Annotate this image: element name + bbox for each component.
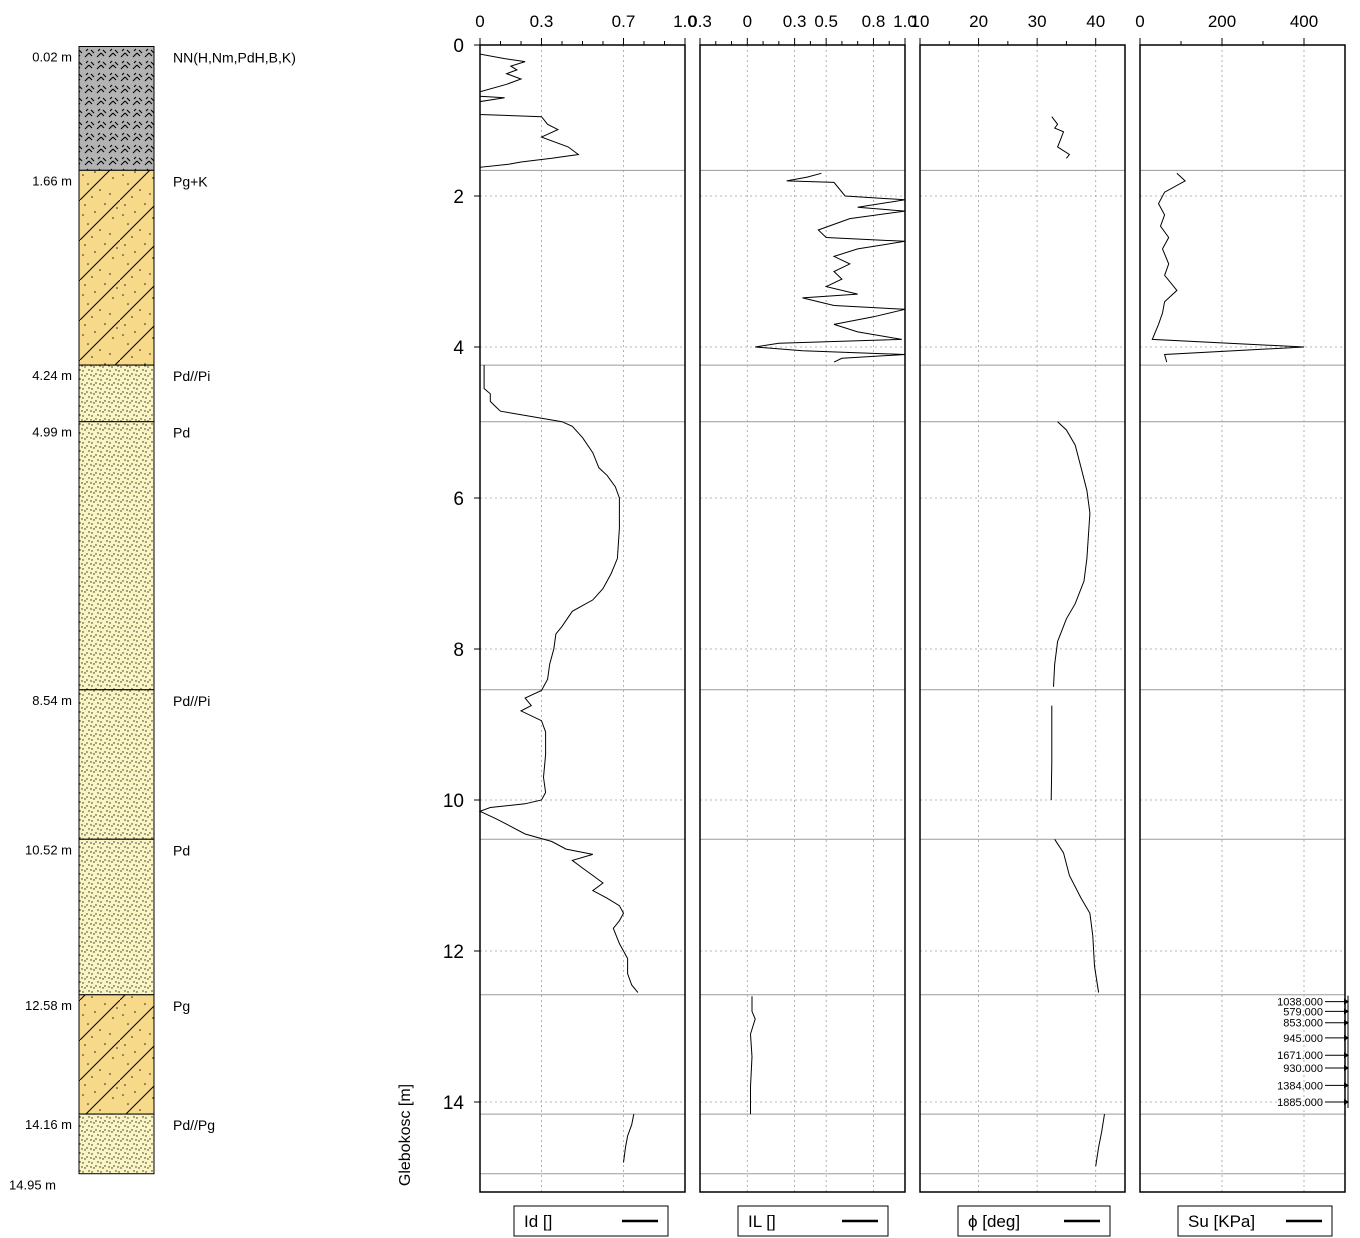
- x-tick-label: 400: [1290, 12, 1318, 31]
- offscale-arrowhead: [1344, 1034, 1349, 1041]
- offscale-arrowhead: [1344, 1082, 1349, 1089]
- x-tick-label: 0.3: [688, 12, 712, 31]
- panel-frame: [1139, 44, 1346, 1193]
- panel-frame: [699, 44, 906, 1193]
- layer-name: Pd: [173, 425, 190, 441]
- panel-frame: [479, 44, 686, 1193]
- x-tick-label: 40: [1086, 12, 1105, 31]
- depth-tick-label: 2: [453, 187, 464, 208]
- panel-1: 0 0.3 0.7 1.0 Id []: [474, 12, 697, 1237]
- layer-depth-label: 14.16 m: [25, 1117, 72, 1132]
- x-tick-label: 0: [1135, 12, 1144, 31]
- soil-layer: [78, 838, 155, 996]
- layer-depth-label: 4.24 m: [32, 368, 72, 383]
- offscale-value-label: 1384.000: [1277, 1080, 1323, 1092]
- x-tick-label: 20: [969, 12, 988, 31]
- x-tick-label: 10: [911, 12, 930, 31]
- offscale-value-label: 945.000: [1283, 1033, 1323, 1045]
- layer-depth-label: 1.66 m: [32, 173, 72, 188]
- offscale-arrowhead: [1344, 1052, 1349, 1059]
- soil-layer: [78, 1113, 155, 1175]
- offscale-arrowhead: [1344, 1099, 1349, 1105]
- x-tick-label: 0.3: [530, 12, 554, 31]
- x-tick-label: 1.0: [893, 12, 917, 31]
- legend-label: ϕ [deg]: [968, 1212, 1020, 1231]
- offscale-value-label: 930.000: [1283, 1063, 1323, 1075]
- depth-tick-label: 12: [443, 942, 464, 963]
- soil-layer: [78, 46, 155, 171]
- layer-depth-label: 4.99 m: [32, 425, 72, 440]
- panel-3: 10 20 30 40 ϕ [deg]: [911, 12, 1126, 1237]
- legend-label: Id []: [524, 1212, 552, 1231]
- layer-depth-label: 10.52 m: [25, 842, 72, 857]
- panel-2: 0.3 0 0.3 0.5 0.8 1.0 IL []: [688, 12, 917, 1237]
- x-tick-label: 1.0: [673, 12, 697, 31]
- series-line: [1051, 116, 1071, 159]
- layer-depth-label: 0.02 m: [32, 50, 72, 65]
- soil-layer: [78, 364, 155, 423]
- layer-depth-label: 12.58 m: [25, 998, 72, 1013]
- offscale-value-label: 853.000: [1283, 1018, 1323, 1030]
- layer-name: Pg+K: [173, 173, 208, 189]
- layer-name: NN(H,Nm,PdH,B,K): [173, 50, 296, 66]
- legend-label: Su [KPa]: [1188, 1212, 1255, 1231]
- layer-name: Pd//Pi: [173, 693, 210, 709]
- offscale-arrowhead: [1344, 1065, 1349, 1072]
- series-line: [755, 172, 906, 363]
- series-line: [1053, 421, 1091, 687]
- x-tick-label: 0.5: [814, 12, 838, 31]
- series-line: [623, 1114, 635, 1163]
- series-line: [478, 365, 639, 993]
- depth-tick-label: 4: [453, 338, 464, 359]
- x-tick-label: 0: [475, 12, 484, 31]
- offscale-arrowhead: [1344, 1008, 1349, 1015]
- layer-name: Pd//Pg: [173, 1117, 215, 1133]
- soil-column: 0.02 m NN(H,Nm,PdH,B,K) 1.66 m Pg+K 4.24 m Pd…: [9, 46, 296, 1193]
- depth-tick-label: 14: [443, 1093, 465, 1114]
- chart-panels: 0 0.3 0.7 1.0 Id [] 0.3 0 0.3 0.5 0.8 1.0 IL [] 10 20…: [474, 12, 1349, 1237]
- layer-depth-label: 8.54 m: [32, 693, 72, 708]
- x-tick-label: 200: [1208, 12, 1236, 31]
- panel-frame: [919, 44, 1126, 1193]
- series-line: [479, 48, 580, 171]
- layer-name: Pd: [173, 842, 190, 858]
- depth-tick-label: 10: [443, 791, 464, 812]
- series-line: [1095, 1114, 1105, 1167]
- series-line: [1054, 839, 1100, 993]
- x-tick-label: 0.8: [862, 12, 886, 31]
- x-tick-label: 30: [1028, 12, 1047, 31]
- legend-label: IL []: [748, 1212, 776, 1231]
- depth-tick-label: 8: [453, 640, 464, 661]
- offscale-value-label: 1885.000: [1277, 1097, 1323, 1109]
- offscale-arrowhead: [1344, 998, 1349, 1005]
- soil-layer: [78, 169, 155, 366]
- layer-name: Pd//Pi: [173, 368, 210, 384]
- depth-axis-label: Glebokosc [m]: [397, 1084, 414, 1186]
- column-bottom-label: 14.95 m: [9, 1178, 56, 1193]
- layer-name: Pg: [173, 998, 190, 1014]
- x-tick-label: 0: [743, 12, 752, 31]
- depth-axis: 0 2 4 6 8 10 12 14: [443, 36, 465, 1114]
- x-tick-label: 0.7: [612, 12, 636, 31]
- series-line: [1050, 705, 1053, 801]
- x-tick-label: 0.3: [783, 12, 807, 31]
- offscale-value-label: 1038.000: [1277, 997, 1323, 1009]
- series-line: [749, 996, 756, 1115]
- depth-tick-label: 0: [453, 36, 464, 57]
- soil-layer: [78, 421, 155, 691]
- series-line: [1151, 172, 1305, 363]
- soil-layer: [78, 689, 155, 840]
- offscale-value-label: 579.000: [1283, 1006, 1323, 1018]
- soil-layer: [78, 994, 155, 1115]
- offscale-arrowhead: [1344, 1019, 1349, 1026]
- depth-tick-label: 6: [453, 489, 464, 510]
- offscale-value-label: 1671.000: [1277, 1050, 1323, 1062]
